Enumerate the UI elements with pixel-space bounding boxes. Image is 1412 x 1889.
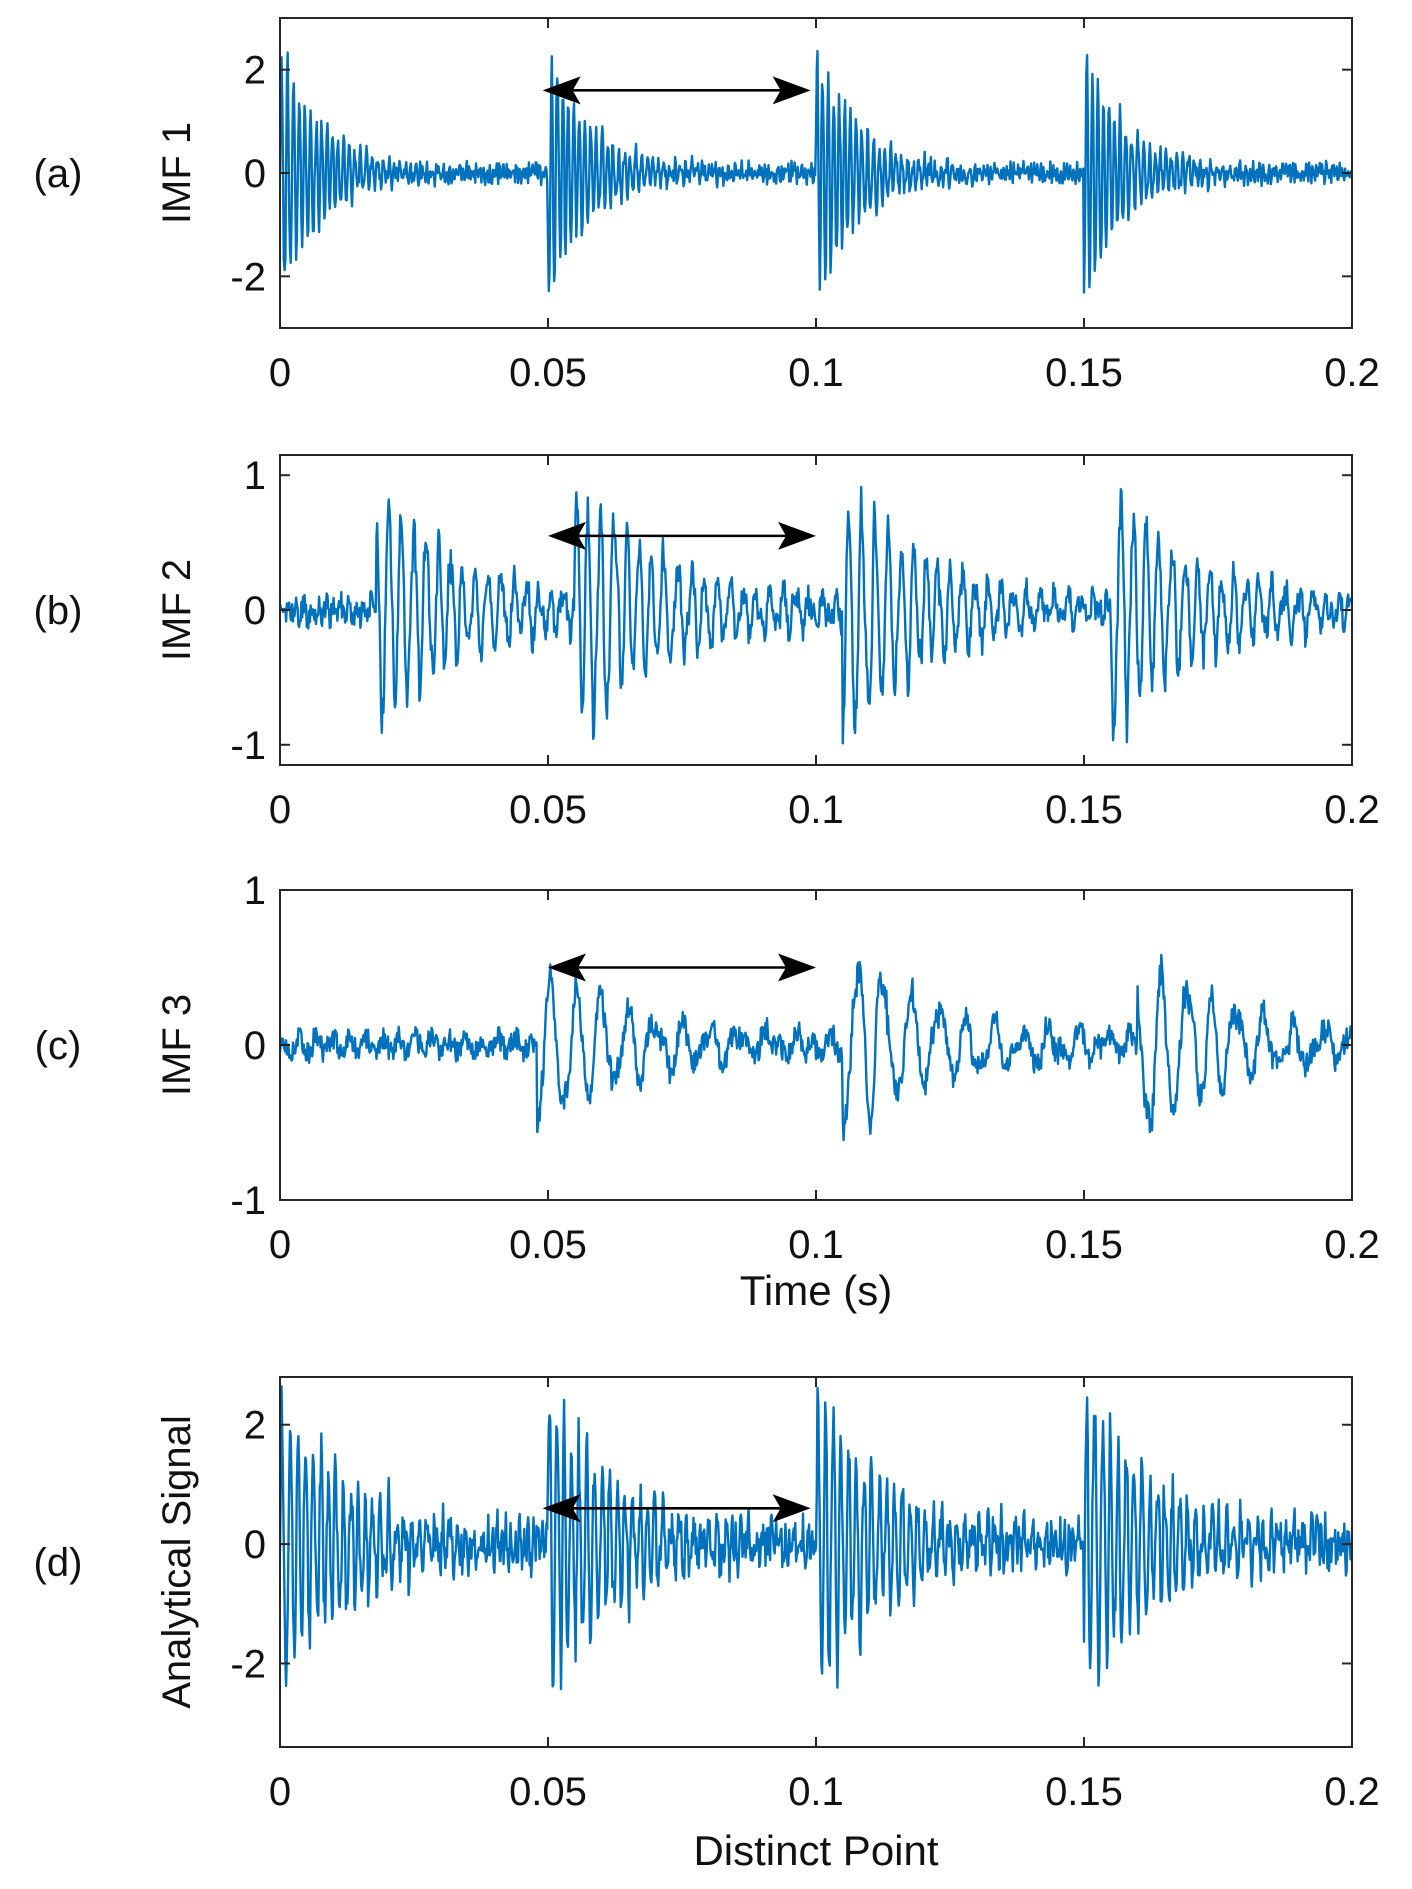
signal-line (280, 1385, 1352, 1691)
x-tick-label: 0.1 (788, 351, 844, 395)
x-tick-label: 0.05 (509, 788, 587, 832)
x-tick-label: 0.1 (788, 1223, 844, 1267)
y-axis-label: IMF 2 (155, 559, 199, 661)
x-tick-label: 0.05 (509, 1223, 587, 1267)
panel-label: (c) (35, 1024, 82, 1068)
y-tick-label: 0 (244, 1523, 266, 1567)
x-axis-label: Distinct Point (693, 1827, 938, 1874)
panel-label: (a) (34, 152, 83, 196)
interval-double-arrow (548, 521, 816, 550)
x-tick-label: 0.2 (1324, 1223, 1380, 1267)
y-axis-label: Analytical Signal (155, 1415, 199, 1709)
panel-d: 0 0.05 0.1 0.15 0.2 -2 0 2 Analytical Signal (d) D… (34, 1376, 1380, 1874)
y-tick-label: 0 (244, 152, 266, 196)
signal-line (280, 953, 1352, 1142)
x-tick-label: 0.15 (1045, 1223, 1123, 1267)
x-tick-label: 0 (269, 1770, 291, 1814)
x-tick-label: 0.1 (788, 1770, 844, 1814)
interval-double-arrow (542, 76, 811, 105)
y-tick-label: 1 (244, 869, 266, 913)
y-tick-label: 2 (244, 1404, 266, 1448)
y-tick-label: 0 (244, 1024, 266, 1068)
signal-line (280, 485, 1352, 745)
interval-double-arrow (542, 1494, 811, 1523)
y-tick-label: -1 (230, 724, 266, 768)
x-tick-label: 0 (269, 788, 291, 832)
x-tick-label: 0.2 (1324, 788, 1380, 832)
panel-a: 0 0.05 0.1 0.15 0.2 -2 0 2 IMF 1 (a) (34, 17, 1380, 395)
signal-line (280, 49, 1352, 294)
panel-label: (d) (34, 1541, 83, 1585)
x-tick-label: 0 (269, 351, 291, 395)
x-tick-label: 0 (269, 1223, 291, 1267)
y-axis-label: IMF 1 (155, 122, 199, 224)
y-tick-label: -2 (230, 1642, 266, 1686)
x-tick-label: 0.2 (1324, 351, 1380, 395)
y-tick-label: 2 (244, 49, 266, 93)
x-tick-label: 0.15 (1045, 351, 1123, 395)
x-tick-label: 0.15 (1045, 788, 1123, 832)
x-axis-label: Time (s) (740, 1267, 892, 1314)
x-tick-label: 0.2 (1324, 1770, 1380, 1814)
y-tick-label: 0 (244, 589, 266, 633)
y-tick-label: 1 (244, 454, 266, 498)
x-tick-label: 0.15 (1045, 1770, 1123, 1814)
y-tick-label: -2 (230, 255, 266, 299)
y-tick-label: -1 (230, 1179, 266, 1223)
interval-double-arrow (548, 953, 816, 982)
x-tick-label: 0.05 (509, 1770, 587, 1814)
x-tick-label: 0.05 (509, 351, 587, 395)
y-axis-label: IMF 3 (155, 994, 199, 1096)
panel-label: (b) (34, 589, 83, 633)
x-tick-label: 0.1 (788, 788, 844, 832)
